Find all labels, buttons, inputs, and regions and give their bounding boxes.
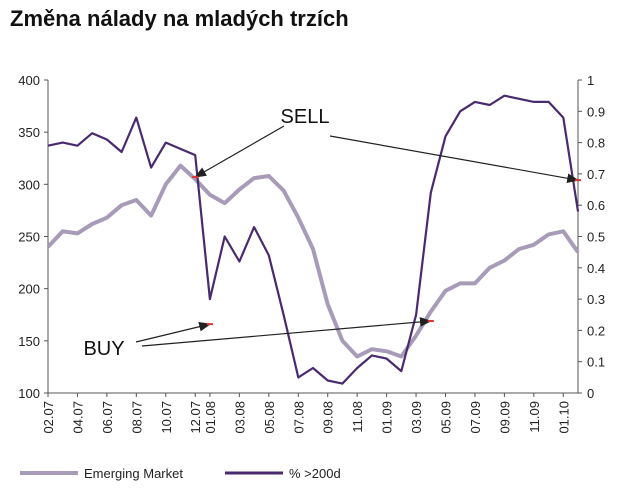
x-tick-label: 01.08 — [203, 401, 218, 434]
left-tick-label: 100 — [18, 386, 40, 401]
left-tick-label: 300 — [18, 177, 40, 192]
x-tick-label: 07.09 — [468, 401, 483, 434]
legend-label: % >200d — [289, 466, 341, 481]
left-tick-label: 350 — [18, 125, 40, 140]
x-tick-label: 11.08 — [350, 401, 365, 433]
annotation-buy: BUY — [83, 338, 124, 360]
annotation-arrow — [135, 322, 212, 343]
x-tick-label: 09.08 — [321, 401, 336, 434]
x-tick-label: 04.07 — [70, 401, 85, 434]
annotation-sell: SELL — [281, 106, 330, 128]
x-tick-label: 02.07 — [41, 401, 56, 434]
right-tick-label: 0.4 — [587, 261, 605, 276]
x-tick-label: 07.08 — [291, 401, 306, 434]
left-tick-label: 250 — [18, 230, 40, 245]
right-tick-label: 0.8 — [587, 136, 605, 151]
right-tick-label: 0.7 — [587, 167, 605, 182]
series-200d-line — [47, 94, 580, 385]
x-tick-label: 09.09 — [497, 401, 512, 434]
x-tick-label: 03.08 — [232, 401, 247, 434]
series-emerging-market-line — [46, 163, 580, 359]
right-tick-label: 0.2 — [587, 323, 605, 338]
right-tick-label: 0.3 — [587, 292, 605, 307]
right-tick-label: 1 — [587, 73, 594, 88]
right-tick-label: 0.5 — [587, 230, 605, 245]
annotation-arrow — [329, 135, 580, 183]
x-tick-label: 06.07 — [100, 401, 115, 434]
x-tick-label: 08.07 — [129, 401, 144, 434]
right-tick-label: 0 — [587, 386, 594, 401]
x-tick-label: 05.09 — [439, 401, 454, 434]
left-tick-label: 150 — [18, 334, 40, 349]
x-tick-label: 01.10 — [556, 401, 571, 434]
x-tick-label: 10.07 — [159, 401, 174, 434]
left-tick-label: 400 — [18, 73, 40, 88]
annotation-arrow — [141, 317, 432, 347]
right-tick-label: 0.6 — [587, 198, 605, 213]
x-tick-label: 05.08 — [262, 401, 277, 434]
left-tick-label: 200 — [18, 282, 40, 297]
annotation-arrow — [194, 125, 285, 178]
right-tick-label: 0.9 — [587, 104, 605, 119]
legend-label: Emerging Market — [84, 466, 183, 481]
x-tick-label: 03.09 — [409, 401, 424, 434]
x-tick-label: 01.09 — [380, 401, 395, 434]
x-tick-label: 12.07 — [188, 401, 203, 434]
x-tick-label: 11.09 — [527, 401, 542, 433]
right-tick-label: 0.1 — [587, 355, 605, 370]
chart-title: Změna nálady na mladých trzích — [10, 6, 349, 31]
